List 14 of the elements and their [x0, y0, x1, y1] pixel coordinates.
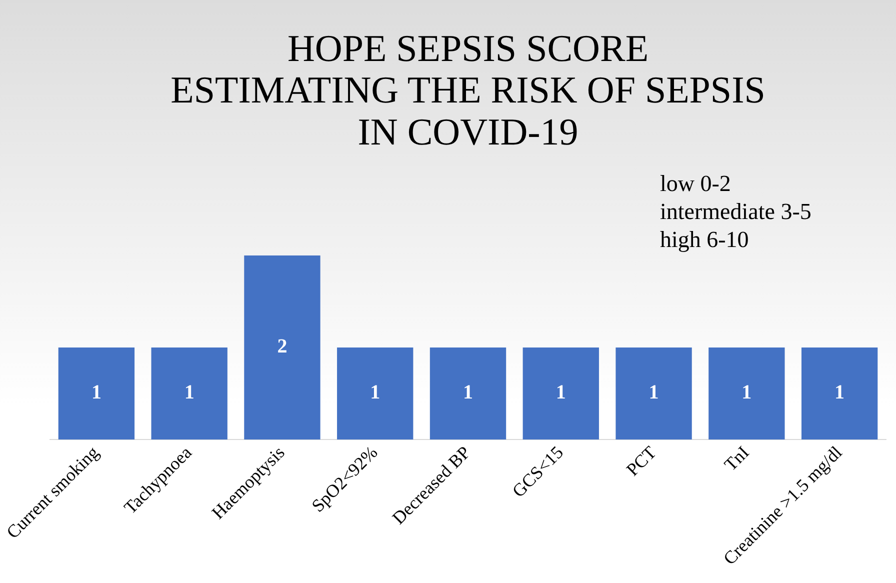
text: high 6-10 — [660, 227, 749, 252]
data-label: 1 — [184, 382, 194, 404]
data-label: 1 — [834, 382, 845, 404]
data-label: 1 — [91, 382, 102, 404]
chart-title: HOPE SEPSIS SCORE ESTIMATING THE RISK OF SEPSIS IN COVID-19 — [170, 28, 766, 154]
text: intermediate 3-5 — [660, 199, 812, 224]
data-label: 1 — [648, 382, 659, 404]
data-label: 1 — [742, 382, 752, 404]
data-label: 2 — [277, 336, 288, 358]
data-label: 1 — [556, 382, 566, 404]
data-label: 1 — [370, 382, 380, 404]
text: low 0-2 — [660, 171, 731, 196]
x-tick-label: TnI — [720, 442, 753, 475]
data-label: 1 — [463, 382, 473, 404]
